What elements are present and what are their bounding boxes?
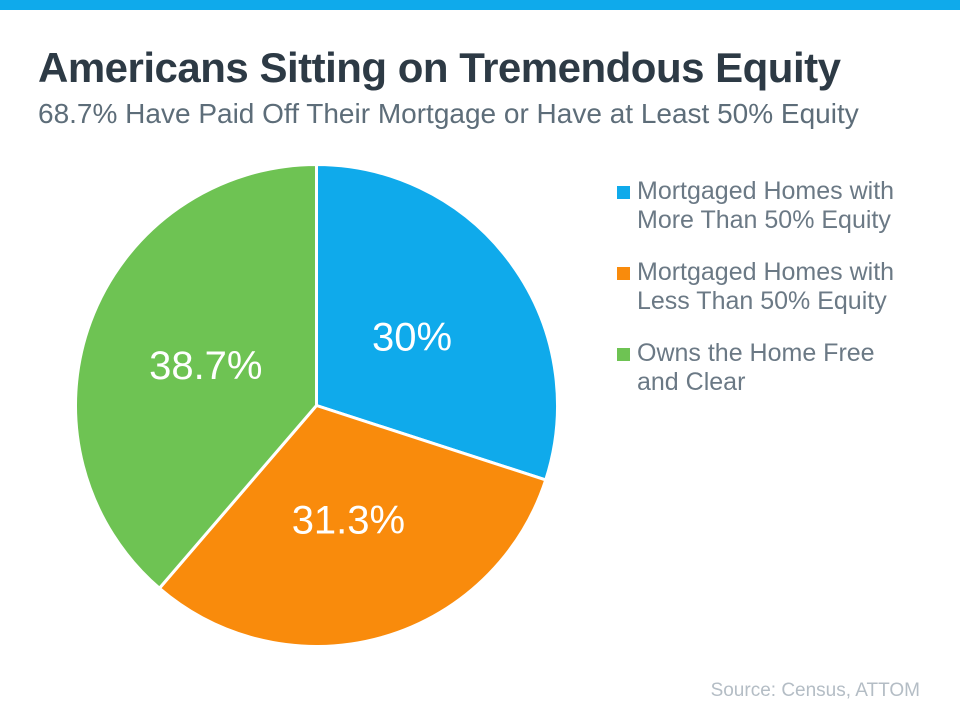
legend-label-line: and Clear xyxy=(637,368,746,396)
legend-label-line: Less Than 50% Equity xyxy=(637,287,887,315)
legend-label: Mortgaged Homes with Less Than 50% Equit… xyxy=(637,258,894,316)
legend-label-line: Mortgaged Homes with xyxy=(637,258,895,286)
legend-item-less-than-50: Mortgaged Homes with Less Than 50% Equit… xyxy=(617,258,907,316)
pie-slice-label-3: 38.7% xyxy=(149,344,262,388)
legend-item-more-than-50: Mortgaged Homes with More Than 50% Equit… xyxy=(617,177,907,235)
pie-slice-label-1: 30% xyxy=(372,316,452,360)
pie-slice-3 xyxy=(74,163,318,590)
pie-slice-1 xyxy=(315,163,559,482)
legend-swatch-blue-icon xyxy=(617,186,630,199)
pie-chart: 30% 31.3% 38.7% xyxy=(74,163,559,648)
page-subtitle: 68.7% Have Paid Off Their Mortgage or Ha… xyxy=(38,98,859,129)
legend: Mortgaged Homes with More Than 50% Equit… xyxy=(617,177,907,420)
legend-label: Mortgaged Homes with More Than 50% Equit… xyxy=(637,177,894,235)
legend-label-line: More Than 50% Equity xyxy=(637,206,891,234)
pie-slice-2 xyxy=(157,404,548,648)
accent-bar xyxy=(0,0,960,10)
page-title: Americans Sitting on Tremendous Equity xyxy=(38,44,841,91)
legend-label-line: Mortgaged Homes with xyxy=(637,177,895,205)
legend-swatch-green-icon xyxy=(617,348,630,361)
source-credit: Source: Census, ATTOM xyxy=(710,680,920,701)
pie-slice-label-2: 31.3% xyxy=(292,499,405,543)
legend-label: Owns the Home Free and Clear xyxy=(637,339,875,397)
legend-label-line: Owns the Home Free xyxy=(637,339,875,367)
legend-item-free-and-clear: Owns the Home Free and Clear xyxy=(617,339,907,397)
legend-swatch-orange-icon xyxy=(617,267,630,280)
